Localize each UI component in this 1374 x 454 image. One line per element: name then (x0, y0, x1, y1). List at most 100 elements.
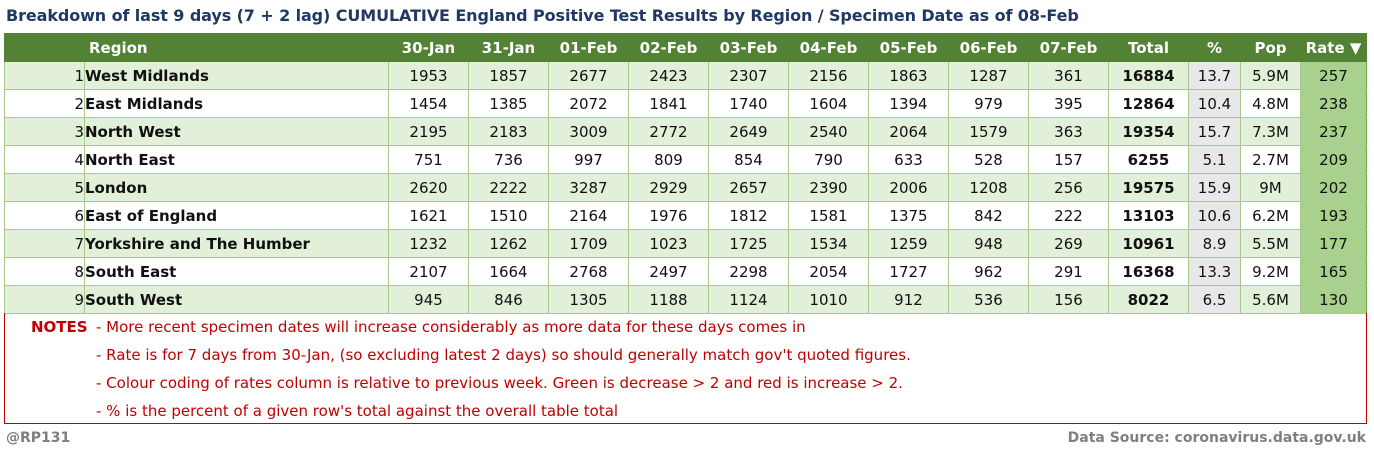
daily-count: 2156 (788, 61, 869, 90)
header-date[interactable]: 31-Jan (468, 33, 549, 62)
daily-count: 2497 (628, 257, 709, 286)
header-pop[interactable]: Pop (1240, 33, 1301, 62)
region-name: East Midlands (84, 89, 389, 118)
header-region[interactable]: Region (84, 33, 389, 62)
table-row: 4 North East 751 736 997 809 854 790 633 528 157 62… (4, 145, 1367, 174)
lag-count: 269 (1028, 229, 1109, 258)
lag-count: 222 (1028, 201, 1109, 230)
lag-count: 361 (1028, 61, 1109, 90)
rate-value: 165 (1300, 257, 1367, 286)
lag-count: 1208 (948, 173, 1029, 202)
daily-count: 2772 (628, 117, 709, 146)
daily-count: 3287 (548, 173, 629, 202)
daily-count: 2183 (468, 117, 549, 146)
lag-count: 157 (1028, 145, 1109, 174)
daily-count: 1394 (868, 89, 949, 118)
daily-count: 2677 (548, 61, 629, 90)
daily-count: 2006 (868, 173, 949, 202)
daily-count: 1510 (468, 201, 549, 230)
row-index: 3 (4, 117, 85, 146)
daily-count: 2107 (388, 257, 469, 286)
rate-value: 209 (1300, 145, 1367, 174)
region-name: East of England (84, 201, 389, 230)
daily-count: 1812 (708, 201, 789, 230)
population: 2.7M (1240, 145, 1301, 174)
header-date[interactable]: 06-Feb (948, 33, 1029, 62)
daily-count: 1188 (628, 285, 709, 314)
daily-count: 1023 (628, 229, 709, 258)
daily-count: 809 (628, 145, 709, 174)
region-name: North East (84, 145, 389, 174)
population: 4.8M (1240, 89, 1301, 118)
header-date[interactable]: 04-Feb (788, 33, 869, 62)
percent-share: 10.6 (1188, 201, 1241, 230)
daily-count: 790 (788, 145, 869, 174)
daily-count: 997 (548, 145, 629, 174)
region-results-table: Region 30-Jan 31-Jan 01-Feb 02-Feb 03-Fe… (4, 33, 1367, 314)
table-row: 3 North West 2195 2183 3009 2772 2649 2540 2064 1… (4, 117, 1367, 146)
daily-count: 2649 (708, 117, 789, 146)
header-date[interactable]: 02-Feb (628, 33, 709, 62)
lag-count: 395 (1028, 89, 1109, 118)
header-date[interactable]: 07-Feb (1028, 33, 1109, 62)
lag-count: 962 (948, 257, 1029, 286)
note-line: - % is the percent of a given row's tota… (96, 402, 619, 420)
daily-count: 1953 (388, 61, 469, 90)
row-index: 6 (4, 201, 85, 230)
daily-count: 1385 (468, 89, 549, 118)
population: 6.2M (1240, 201, 1301, 230)
region-name: South West (84, 285, 389, 314)
header-date[interactable]: 30-Jan (388, 33, 469, 62)
lag-count: 536 (948, 285, 1029, 314)
total-count: 12864 (1108, 89, 1189, 118)
lag-count: 528 (948, 145, 1029, 174)
region-name: London (84, 173, 389, 202)
region-name: North West (84, 117, 389, 146)
percent-share: 13.7 (1188, 61, 1241, 90)
daily-count: 1262 (468, 229, 549, 258)
daily-count: 2164 (548, 201, 629, 230)
lag-count: 156 (1028, 285, 1109, 314)
lag-count: 363 (1028, 117, 1109, 146)
lag-count: 948 (948, 229, 1029, 258)
daily-count: 2390 (788, 173, 869, 202)
header-percent[interactable]: % (1188, 33, 1241, 62)
rate-value: 257 (1300, 61, 1367, 90)
total-count: 19354 (1108, 117, 1189, 146)
header-date[interactable]: 05-Feb (868, 33, 949, 62)
lag-count: 291 (1028, 257, 1109, 286)
daily-count: 1863 (868, 61, 949, 90)
daily-count: 2307 (708, 61, 789, 90)
lag-count: 1287 (948, 61, 1029, 90)
daily-count: 2540 (788, 117, 869, 146)
daily-count: 1621 (388, 201, 469, 230)
header-date[interactable]: 01-Feb (548, 33, 629, 62)
population: 5.6M (1240, 285, 1301, 314)
lag-count: 256 (1028, 173, 1109, 202)
daily-count: 2423 (628, 61, 709, 90)
note-line: - Colour coding of rates column is relat… (96, 374, 903, 392)
population: 9M (1240, 173, 1301, 202)
header-rate-sort[interactable]: Rate ▼ (1300, 33, 1367, 62)
daily-count: 2620 (388, 173, 469, 202)
total-count: 16368 (1108, 257, 1189, 286)
daily-count: 1857 (468, 61, 549, 90)
daily-count: 2195 (388, 117, 469, 146)
daily-count: 1581 (788, 201, 869, 230)
author-credit: @RP131 (6, 430, 71, 446)
header-date[interactable]: 03-Feb (708, 33, 789, 62)
percent-share: 13.3 (1188, 257, 1241, 286)
percent-share: 15.7 (1188, 117, 1241, 146)
daily-count: 1534 (788, 229, 869, 258)
daily-count: 2768 (548, 257, 629, 286)
table-row: 5 London 2620 2222 3287 2929 2657 2390 2006 1208 2… (4, 173, 1367, 202)
total-count: 16884 (1108, 61, 1189, 90)
rate-value: 130 (1300, 285, 1367, 314)
total-count: 8022 (1108, 285, 1189, 314)
daily-count: 1375 (868, 201, 949, 230)
daily-count: 3009 (548, 117, 629, 146)
daily-count: 846 (468, 285, 549, 314)
header-index (4, 33, 85, 62)
header-total[interactable]: Total (1108, 33, 1189, 62)
daily-count: 854 (708, 145, 789, 174)
